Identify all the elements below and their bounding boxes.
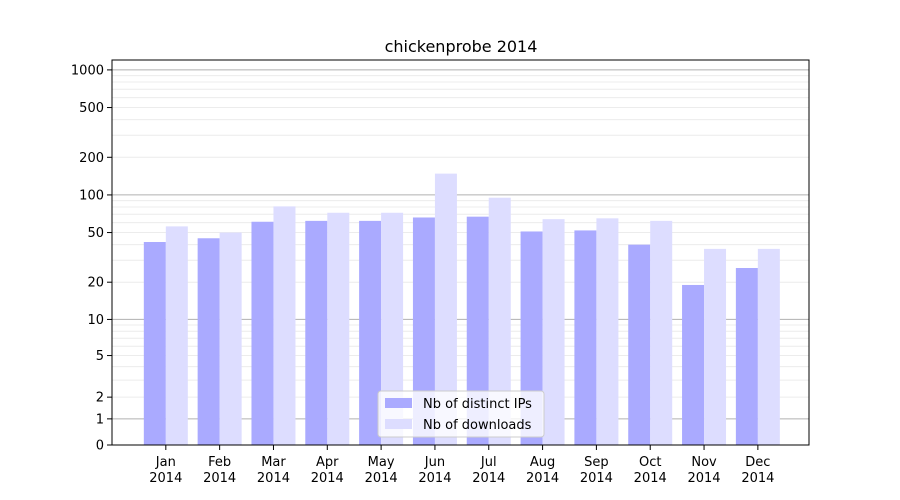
x-tick-label-year: 2014 [741, 471, 774, 486]
y-tick-label: 50 [87, 226, 104, 241]
y-tick-label: 20 [87, 276, 104, 291]
legend-swatch [385, 398, 412, 408]
x-tick-label-year: 2014 [418, 471, 451, 486]
x-tick-label-year: 2014 [580, 471, 613, 486]
bar [650, 220, 673, 445]
y-tick-label: 100 [79, 188, 104, 203]
bar [596, 218, 619, 445]
x-tick-label-month: Jun [424, 455, 445, 470]
plot-frame [111, 59, 810, 446]
y-tick-label: 0 [96, 439, 104, 454]
bar [574, 230, 597, 445]
bar [327, 212, 350, 445]
bar [628, 244, 651, 445]
y-tick-label: 500 [79, 101, 104, 116]
bar [251, 221, 274, 445]
x-tick-label-year: 2014 [687, 471, 720, 486]
legend-box [377, 390, 545, 438]
bar [488, 197, 511, 445]
y-tick-label: 1000 [71, 63, 104, 78]
y-axis: 0 1 2 5 10 20 50 100 200 500 1000 [71, 63, 112, 454]
bar [412, 217, 435, 445]
bar [197, 238, 220, 445]
x-tick-label-year: 2014 [634, 471, 667, 486]
bar [381, 212, 404, 445]
bar [682, 284, 705, 445]
bar [359, 220, 382, 445]
x-tick-label-month: Aug [530, 455, 555, 470]
bar [305, 220, 328, 445]
y-tick-label: 5 [96, 349, 104, 364]
x-tick-label-year: 2014 [257, 471, 290, 486]
x-tick-label-year: 2014 [472, 471, 505, 486]
x-tick-label-year: 2014 [311, 471, 344, 486]
x-tick-label-month: Feb [208, 455, 231, 470]
y-tick-label: 200 [79, 151, 104, 166]
x-tick-label-month: Nov [691, 455, 717, 470]
chart-title: chickenprobe 2014 [385, 37, 538, 56]
x-axis: Jan2014Feb2014Mar2014Apr2014May2014Jun20… [149, 445, 774, 486]
y-tick-label: 10 [87, 313, 104, 328]
bar [542, 219, 565, 445]
bar [165, 226, 188, 445]
x-tick-label-month: Dec [745, 455, 770, 470]
x-tick-label-month: Jan [155, 455, 176, 470]
bar [143, 242, 166, 445]
x-tick-label-month: Mar [261, 455, 286, 470]
legend-label: Nb of downloads [423, 418, 532, 433]
bar [219, 232, 242, 445]
legend-swatch [385, 419, 412, 429]
x-tick-label-year: 2014 [526, 471, 559, 486]
bar [466, 216, 489, 445]
bar [434, 173, 457, 445]
x-tick-label-month: Jul [480, 455, 497, 470]
legend-label: Nb of distinct IPs [423, 397, 532, 412]
y-tick-label: 2 [96, 391, 104, 406]
x-tick-label-year: 2014 [365, 471, 398, 486]
bar [704, 248, 727, 445]
x-tick-label-year: 2014 [149, 471, 182, 486]
y-tick-label: 1 [96, 412, 104, 427]
x-tick-label-month: Apr [316, 455, 339, 470]
x-tick-label-month: May [368, 455, 395, 470]
x-tick-label-month: Sep [584, 455, 609, 470]
bar [273, 206, 296, 445]
bar [757, 248, 780, 445]
legend: Nb of distinct IPs Nb of downloads [377, 390, 545, 438]
x-tick-label-month: Oct [639, 455, 661, 470]
bar [735, 268, 758, 445]
x-tick-label-year: 2014 [203, 471, 236, 486]
